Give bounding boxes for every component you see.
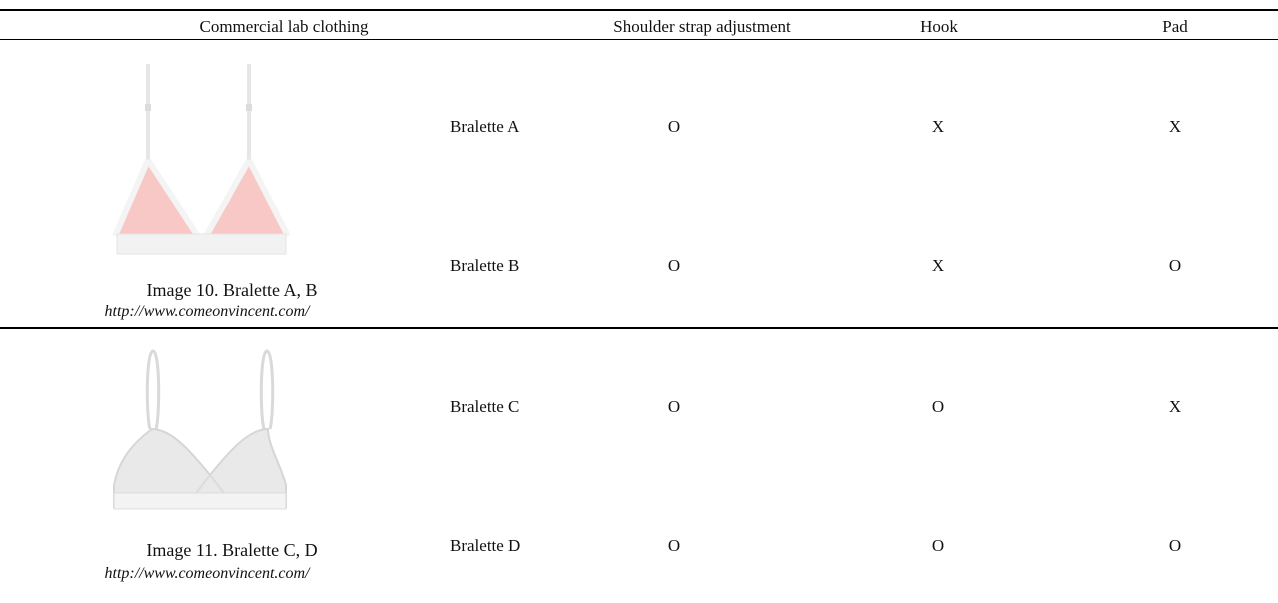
- image-11-caption: Image 11. Bralette C, D: [146, 540, 318, 560]
- header-pad: Pad: [1162, 17, 1188, 36]
- header-shoulder-strap-adjustment: Shoulder strap adjustment: [613, 17, 791, 36]
- row-name: Bralette B: [450, 256, 520, 275]
- cell-hook: O: [931, 536, 945, 555]
- cell-strap: O: [667, 536, 681, 555]
- cell-pad: X: [1168, 397, 1182, 416]
- cell-hook: X: [931, 256, 945, 275]
- cell-pad: O: [1168, 256, 1182, 275]
- cell-pad: X: [1168, 117, 1182, 136]
- row-name: Bralette D: [450, 536, 521, 555]
- table-group-divider: [0, 327, 1278, 329]
- cell-hook: X: [931, 117, 945, 136]
- bralette-ab-image: [113, 64, 290, 255]
- bralette-cd-image: [113, 349, 287, 510]
- image-10-source-url: http://www.comeonvincent.com/: [104, 303, 310, 320]
- cell-strap: O: [667, 256, 681, 275]
- image-11-source-url: http://www.comeonvincent.com/: [104, 565, 310, 582]
- cell-strap: O: [667, 117, 681, 136]
- cell-hook: O: [931, 397, 945, 416]
- cell-strap: O: [667, 397, 681, 416]
- header-commercial-lab-clothing: Commercial lab clothing: [199, 17, 369, 36]
- table-top-rule: [0, 9, 1278, 11]
- row-name: Bralette C: [450, 397, 520, 416]
- image-10-caption: Image 10. Bralette A, B: [146, 280, 318, 300]
- row-name: Bralette A: [450, 117, 520, 136]
- header-hook: Hook: [920, 17, 958, 36]
- table-header-rule: [0, 39, 1278, 40]
- cell-pad: O: [1168, 536, 1182, 555]
